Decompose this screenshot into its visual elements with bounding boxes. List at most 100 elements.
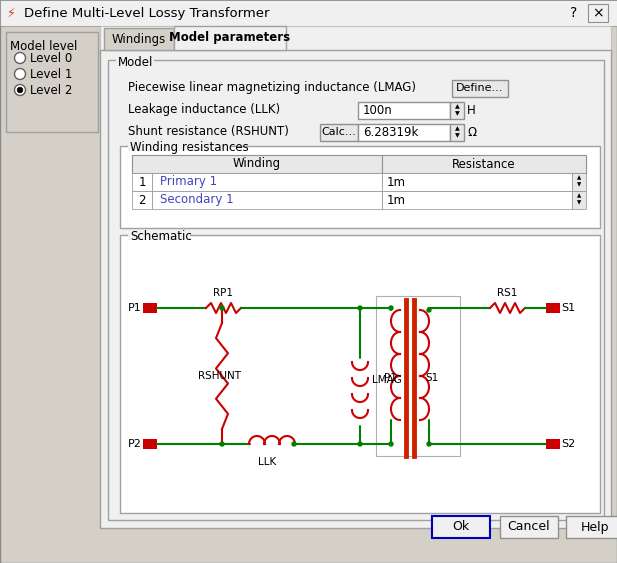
Bar <box>152 191 382 209</box>
Text: ×: × <box>592 6 604 20</box>
Text: ▲: ▲ <box>455 127 460 132</box>
Text: P2: P2 <box>128 439 142 449</box>
Circle shape <box>427 442 431 446</box>
Bar <box>128 144 230 151</box>
Text: ▲: ▲ <box>577 194 581 199</box>
Text: Windings: Windings <box>112 33 166 46</box>
Text: ▼: ▼ <box>455 111 460 117</box>
Bar <box>108 60 604 520</box>
Bar <box>432 516 490 538</box>
Text: Shunt resistance (RSHUNT): Shunt resistance (RSHUNT) <box>128 126 289 138</box>
Bar <box>358 102 450 119</box>
Bar <box>546 303 560 313</box>
Text: H: H <box>467 104 476 117</box>
Text: ▲: ▲ <box>577 176 581 181</box>
Text: LLK: LLK <box>258 457 276 467</box>
Bar <box>104 28 174 50</box>
Bar <box>143 439 157 449</box>
Text: Winding resistances: Winding resistances <box>130 141 249 154</box>
Text: RP1: RP1 <box>213 288 233 298</box>
Bar <box>382 173 572 191</box>
Text: 6.28319k: 6.28319k <box>363 126 418 138</box>
Text: LMAG: LMAG <box>372 375 402 385</box>
Circle shape <box>15 84 25 96</box>
Bar <box>546 439 560 449</box>
Circle shape <box>389 442 393 446</box>
Text: Schematic: Schematic <box>130 230 192 244</box>
Bar <box>116 58 154 65</box>
Text: 1m: 1m <box>387 176 406 189</box>
Circle shape <box>358 306 362 310</box>
Bar <box>450 102 464 119</box>
Text: Winding: Winding <box>233 158 281 171</box>
Text: Ok: Ok <box>452 521 470 534</box>
Bar <box>500 516 558 538</box>
Text: 100n: 100n <box>363 104 393 117</box>
Bar <box>132 173 152 191</box>
Text: Model parameters: Model parameters <box>170 32 291 44</box>
Text: P1: P1 <box>128 303 142 313</box>
Text: Cancel: Cancel <box>508 521 550 534</box>
Text: Calc...: Calc... <box>321 127 357 137</box>
Text: Secondary 1: Secondary 1 <box>160 194 234 207</box>
Text: P1: P1 <box>384 373 397 383</box>
Bar <box>120 146 600 228</box>
Bar <box>572 173 586 191</box>
Bar <box>0 0 617 26</box>
Text: RSHUNT: RSHUNT <box>198 371 241 381</box>
Text: Define Multi-Level Lossy Transformer: Define Multi-Level Lossy Transformer <box>24 7 270 20</box>
Text: S2: S2 <box>561 439 575 449</box>
Text: ?: ? <box>570 6 578 20</box>
Bar <box>128 233 190 240</box>
Bar <box>452 80 508 97</box>
Bar <box>450 124 464 141</box>
Bar <box>572 191 586 209</box>
Bar <box>358 124 450 141</box>
Bar <box>132 191 152 209</box>
Circle shape <box>292 442 296 446</box>
Bar <box>320 124 358 141</box>
Circle shape <box>358 442 362 446</box>
Text: Ω: Ω <box>467 126 476 138</box>
Text: ▼: ▼ <box>577 200 581 205</box>
Bar <box>382 155 586 173</box>
Circle shape <box>17 87 23 93</box>
Text: Level 2: Level 2 <box>30 83 72 96</box>
Text: 1m: 1m <box>387 194 406 207</box>
Text: 2: 2 <box>138 194 146 207</box>
Bar <box>174 26 286 50</box>
Bar <box>143 303 157 313</box>
Text: RS1: RS1 <box>497 288 517 298</box>
Circle shape <box>427 308 431 312</box>
Text: Model level: Model level <box>10 40 77 53</box>
Circle shape <box>389 306 393 310</box>
Bar <box>152 173 382 191</box>
Text: Resistance: Resistance <box>452 158 516 171</box>
Bar <box>566 516 617 538</box>
Text: Leakage inductance (LLK): Leakage inductance (LLK) <box>128 104 280 117</box>
Bar <box>6 32 98 132</box>
Text: ⚡: ⚡ <box>7 7 16 20</box>
Circle shape <box>15 69 25 79</box>
Circle shape <box>220 442 224 446</box>
Bar <box>120 235 600 513</box>
Bar <box>100 26 611 528</box>
Text: S1: S1 <box>425 373 439 383</box>
Bar <box>376 296 460 456</box>
Text: Model: Model <box>118 56 154 69</box>
Text: Define...: Define... <box>457 83 503 93</box>
Bar <box>132 155 382 173</box>
Text: Primary 1: Primary 1 <box>160 176 217 189</box>
Text: 1: 1 <box>138 176 146 189</box>
Text: S1: S1 <box>561 303 575 313</box>
Circle shape <box>220 306 224 310</box>
Text: Level 0: Level 0 <box>30 51 72 65</box>
Circle shape <box>15 52 25 64</box>
Text: Piecewise linear magnetizing inductance (LMAG): Piecewise linear magnetizing inductance … <box>128 82 416 95</box>
Bar <box>100 50 611 528</box>
Bar <box>588 4 608 22</box>
Text: Level 1: Level 1 <box>30 68 72 81</box>
Text: ▲: ▲ <box>455 105 460 109</box>
Text: ▼: ▼ <box>577 182 581 187</box>
Text: ▼: ▼ <box>455 133 460 138</box>
